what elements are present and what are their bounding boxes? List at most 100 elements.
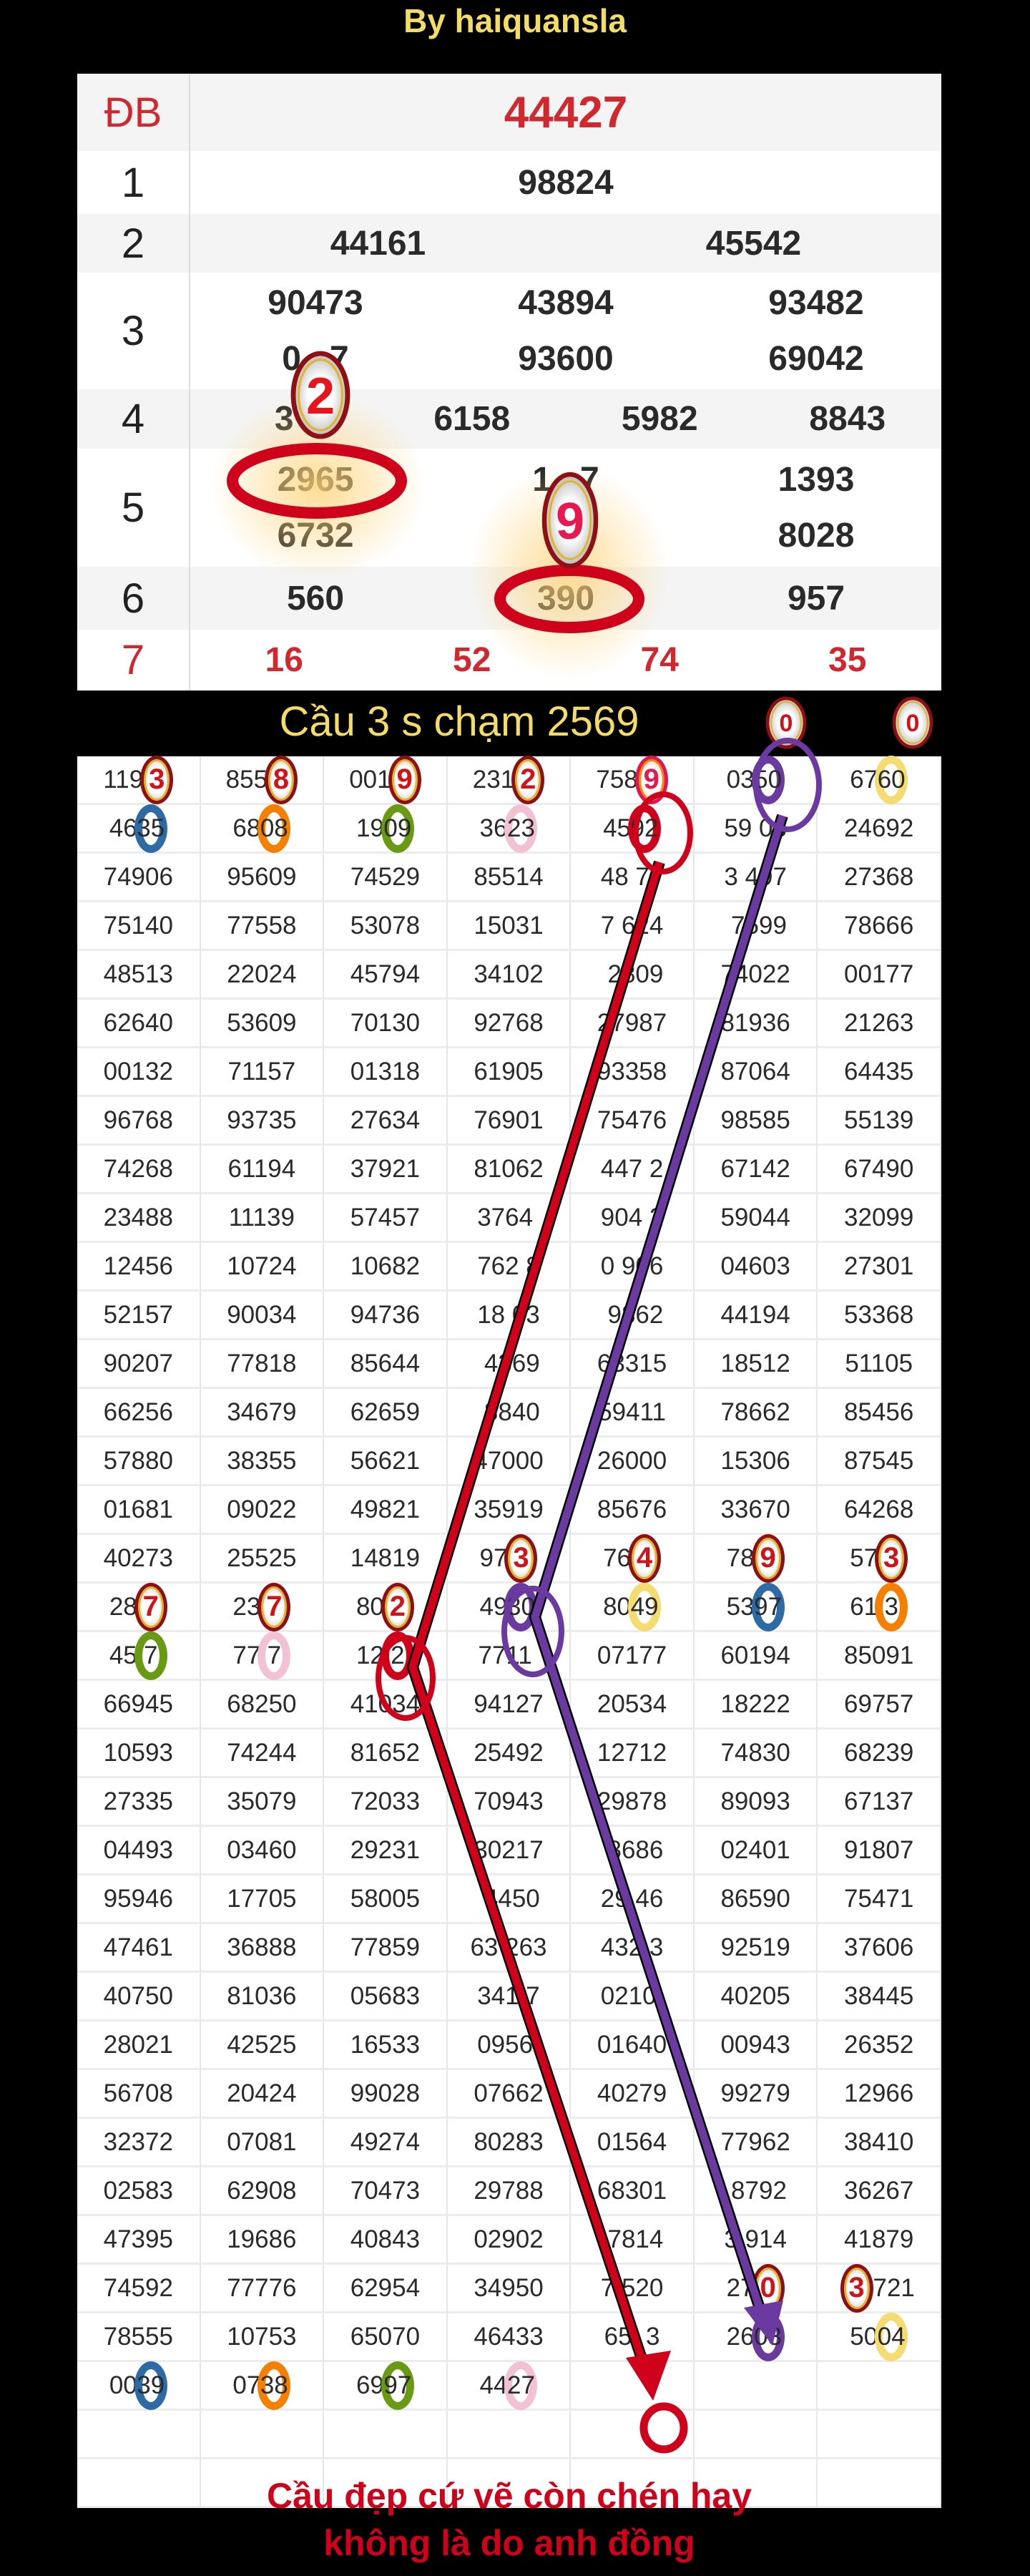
grid-cell: 00132 — [77, 1048, 201, 1097]
grid-cell: 36267 — [818, 2167, 941, 2216]
cell-number: 36 — [479, 814, 508, 842]
grid-cell — [694, 2411, 818, 2459]
grid-cell: 76901 — [447, 1097, 572, 1146]
grid-cell: 38410 — [818, 2119, 941, 2167]
grid-cell: 02401 — [694, 1827, 818, 1875]
prize-label: 4 — [77, 389, 190, 449]
grid-cell: 447 2 — [571, 1146, 695, 1194]
cell-number: 231 — [472, 765, 515, 794]
grid-cell: 91807 — [818, 1827, 941, 1875]
grid-cell: 3 914 — [694, 2216, 818, 2265]
grid-cell — [77, 2411, 201, 2459]
grid-cell: 80283 — [447, 2119, 572, 2167]
grid-cell: 34679 — [200, 1389, 325, 1438]
prize-number: 44161 — [330, 224, 426, 263]
grid-cell: 50 04 — [818, 2312, 941, 2362]
grid-cell: 62659 — [324, 1389, 448, 1438]
grid-cell: 56621 — [324, 1438, 448, 1486]
grid-cell: 15031 — [447, 902, 572, 951]
grid-cell: 27634 — [324, 1097, 448, 1146]
grid-cell: 55139 — [818, 1097, 941, 1146]
digit-badge: 0 — [751, 2263, 785, 2313]
grid-cell: 36 23 — [447, 804, 572, 854]
cell-number: 49 — [479, 1592, 508, 1621]
grid-cell: 23 7 — [200, 1582, 325, 1632]
grid-cell: 95946 — [77, 1875, 201, 1924]
grid-cell: 42525 — [200, 2021, 325, 2070]
grid-cell: 68239 — [818, 1729, 941, 1778]
digit-badge: 7 — [258, 1582, 291, 1631]
highlight-ring: 27 — [504, 2361, 538, 2410]
prize-number: 8843 — [809, 400, 886, 438]
footer-line-2: không là do anh đồng — [323, 2523, 695, 2563]
highlight-ring: 35 — [134, 804, 167, 853]
cell-number: 46 — [109, 814, 137, 842]
grid-cell: 63315 — [571, 1340, 695, 1389]
grid-cell: 25492 — [447, 1729, 572, 1778]
highlight-ring: 50 — [751, 755, 785, 804]
grid-cell: 56708 — [77, 2070, 201, 2119]
grid-cell: 74592 — [77, 2265, 201, 2313]
grid-cell: 10593 — [77, 1729, 201, 1778]
grid-cell: 38445 — [818, 1973, 941, 2021]
grid-cell: 64268 — [818, 1486, 941, 1535]
cell-number: 45 — [109, 1641, 137, 1669]
highlight-ring: 30 — [504, 1582, 538, 1631]
cell-number: 855 — [225, 765, 268, 794]
grid-cell: 85644 — [324, 1340, 448, 1389]
cell-number: 61 — [850, 1592, 878, 1621]
grid-cell: 09022 — [200, 1486, 325, 1535]
digit-badge: 3 — [504, 1533, 538, 1583]
grid-cell: 12456 — [77, 1243, 201, 1292]
grid-cell: 68301 — [571, 2167, 695, 2216]
prize-row: 4 3 6158 5982 8843 — [77, 389, 941, 449]
grid-cell: 07081 — [200, 2119, 325, 2167]
grid-cell: 45 92 — [571, 804, 695, 854]
grid-cell: 94127 — [447, 1681, 572, 1729]
grid-cell: 7599 — [694, 902, 818, 951]
grid-cell: 46433 — [447, 2313, 572, 2362]
prize-label: 1 — [77, 151, 190, 214]
grid-cell: 231 2 — [447, 755, 572, 805]
grid-cell: 75471 — [818, 1875, 941, 1924]
grid-cell: 77962 — [694, 2119, 818, 2167]
grid-cell: 27 0 — [694, 2263, 818, 2313]
digit-badge: 3 — [140, 755, 174, 804]
grid-cell: 3 497 — [694, 854, 818, 902]
grid-cell: 432 3 — [571, 1924, 695, 1973]
grid-cell: 78 9 — [694, 1533, 818, 1584]
grid-cell: 05683 — [324, 1973, 448, 2021]
digit-badge: 3 — [875, 1533, 908, 1583]
grid-cell: 61194 — [200, 1146, 325, 1194]
cell-number: 12 — [355, 1641, 384, 1669]
digit-badge: 9 — [634, 755, 668, 804]
grid-cell: 23488 — [77, 1194, 201, 1243]
highlight-ring: 39 — [134, 2361, 167, 2410]
highlight-ring: 3 — [875, 1582, 908, 1631]
grid-cell — [694, 2459, 818, 2508]
cell-number: 45 — [603, 814, 632, 842]
grid-cell: 94736 — [324, 1292, 448, 1340]
grid-cell: 16533 — [324, 2021, 448, 2070]
cell-number: 19 — [355, 814, 384, 842]
grid-cell: 26 03 — [694, 2312, 818, 2362]
grid-cell: 52157 — [77, 1292, 201, 1340]
grid-cell: 67137 — [818, 1778, 941, 1827]
grid-cell — [200, 2459, 325, 2508]
grid-cell: 87064 — [694, 1048, 818, 1097]
grid-cell: 74830 — [694, 1729, 818, 1778]
grid-cell: 00943 — [694, 2021, 818, 2070]
grid-cell: 0956 — [447, 2021, 572, 2070]
highlight-ring: 08 — [258, 804, 291, 853]
prize-number: 8028 — [778, 517, 855, 555]
grid-cell: 27368 — [818, 854, 941, 902]
grid-cell: 96768 — [77, 1097, 201, 1146]
prize-label: 5 — [77, 449, 190, 567]
grid-cell: 10753 — [200, 2313, 325, 2362]
grid-cell: 78555 — [77, 2313, 201, 2362]
grid-cell: 53609 — [200, 1000, 325, 1048]
grid-cell: 69 97 — [324, 2361, 448, 2411]
grid-cell: 18222 — [694, 1681, 818, 1729]
grid-cell: 20424 — [200, 2070, 325, 2119]
grid-cell: 90034 — [200, 1292, 325, 1340]
